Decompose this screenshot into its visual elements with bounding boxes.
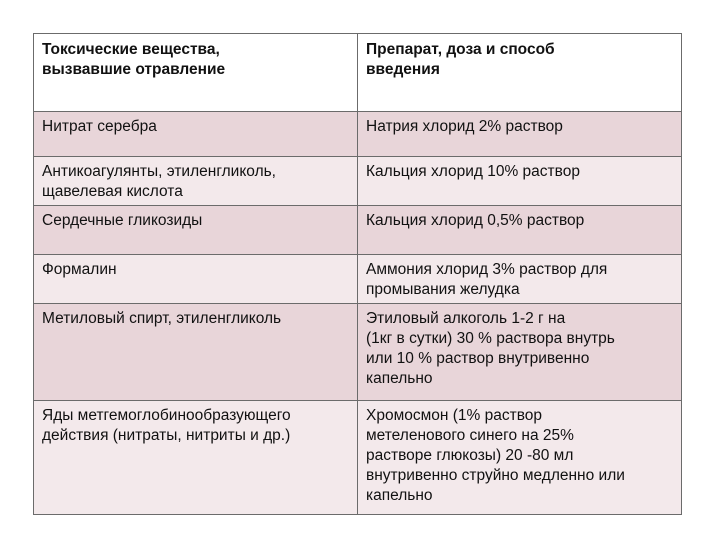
table-body: Нитрат серебра Натрия хлорид 2% раствор … [33,111,682,515]
table-row: Сердечные гликозиды Кальция хлорид 0,5% … [33,205,682,255]
toxic-substance-cell: Сердечные гликозиды [33,205,358,255]
toxic-substance-cell: Нитрат серебра [33,111,358,157]
table-row: Метиловый спирт, этиленгликоль Этиловый … [33,303,682,401]
antidote-table-container: Токсические вещества, вызвавшие отравлен… [33,33,682,515]
drug-cell: Натрия хлорид 2% раствор [357,111,682,157]
drug-cell: Кальция хлорид 10% раствор [357,156,682,206]
drug-cell: Этиловый алкоголь 1-2 г на (1кг в сутки)… [357,303,682,401]
table-row: Антикоагулянты, этиленгликоль, щавелевая… [33,156,682,206]
header-toxic-substances: Токсические вещества, вызвавшие отравлен… [33,33,358,112]
toxic-substance-cell: Антикоагулянты, этиленгликоль, щавелевая… [33,156,358,206]
table-row: Нитрат серебра Натрия хлорид 2% раствор [33,111,682,157]
table-header: Токсические вещества, вызвавшие отравлен… [33,33,682,112]
drug-cell: Аммония хлорид 3% раствор для промывания… [357,254,682,304]
table-row: Формалин Аммония хлорид 3% раствор для п… [33,254,682,304]
header-drug-dose-route: Препарат, доза и способ введения [357,33,682,112]
drug-cell: Хромосмон (1% раствор метеленового синег… [357,400,682,515]
header-row: Токсические вещества, вызвавшие отравлен… [33,33,682,112]
toxic-substance-cell: Яды метгемоглобинообразующего действия (… [33,400,358,515]
drug-cell: Кальция хлорид 0,5% раствор [357,205,682,255]
antidote-table: Токсические вещества, вызвавшие отравлен… [33,33,682,515]
table-row: Яды метгемоглобинообразующего действия (… [33,400,682,515]
toxic-substance-cell: Формалин [33,254,358,304]
toxic-substance-cell: Метиловый спирт, этиленгликоль [33,303,358,401]
